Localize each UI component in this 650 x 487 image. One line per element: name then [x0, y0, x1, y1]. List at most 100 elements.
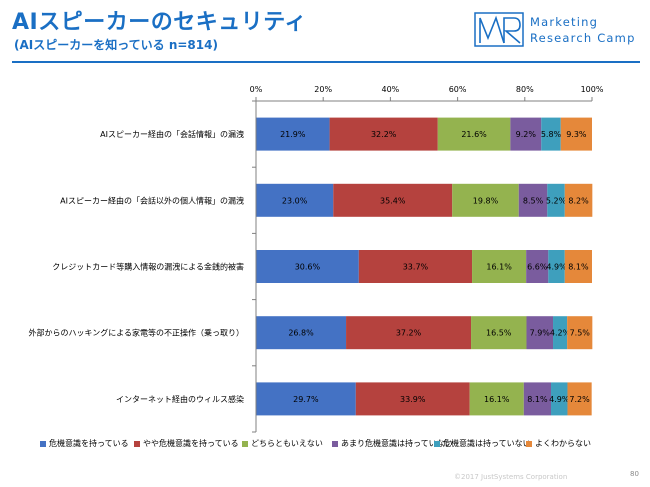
data-label: 8.2%: [568, 196, 589, 205]
legend-label: あまり危機意識は持っていない: [341, 439, 453, 448]
bar-segment: [548, 250, 565, 283]
bar-segment: [526, 316, 554, 350]
page-number: 80: [630, 470, 639, 478]
legend-swatch: [434, 440, 440, 447]
bar-segment: [510, 117, 542, 151]
x-tick-label: 0%: [250, 85, 263, 94]
data-label: 16.5%: [486, 329, 512, 338]
logo-line-2: Research Camp: [530, 31, 636, 45]
category-label: AIスピーカー経由の「会話以外の個人情報」の漏洩: [60, 195, 244, 205]
bar-segment: [547, 183, 565, 217]
legend-label: やや危機意識を持っている: [143, 439, 239, 448]
legend-item: どちらともいえない: [242, 438, 323, 449]
page-title: AIスピーカーのセキュリティ: [12, 10, 307, 35]
bar-segment: [567, 382, 592, 416]
data-label: 7.2%: [569, 395, 590, 404]
x-tick-label: 60%: [449, 85, 467, 94]
legend-swatch: [134, 440, 140, 447]
bar-segment: [472, 250, 527, 283]
data-label: 30.6%: [295, 263, 321, 272]
chart-legend: 危機意識を持っている やや危機意識を持っている どちらともいえない あまり危機意識は持…: [40, 436, 600, 452]
data-label: 4.9%: [549, 395, 570, 404]
legend-swatch: [242, 440, 248, 447]
data-label: 37.2%: [396, 329, 422, 338]
bar-segment: [256, 117, 330, 151]
data-label: 9.3%: [566, 130, 587, 139]
data-label: 35.4%: [380, 196, 406, 205]
data-label: 33.7%: [403, 263, 429, 272]
legend-item: 危機意識は持っていない: [434, 438, 531, 449]
data-label: 8.1%: [568, 263, 589, 272]
data-label: 19.8%: [473, 196, 499, 205]
data-label: 4.9%: [546, 263, 567, 272]
brand-logo: Marketing Research Camp: [474, 8, 640, 54]
legend-swatch: [332, 440, 338, 447]
data-label: 23.0%: [282, 196, 308, 205]
bar-segment: [553, 316, 568, 350]
legend-item: 危機意識を持っている: [40, 438, 129, 449]
data-label: 21.9%: [280, 130, 306, 139]
legend-item: よくわからない: [526, 438, 591, 449]
logo-line-1: Marketing: [530, 15, 599, 29]
x-tick-label: 20%: [314, 85, 332, 94]
bar-segment: [256, 183, 334, 217]
bar-segment: [452, 183, 519, 217]
x-tick-label: 100%: [581, 85, 604, 94]
bar-segment: [564, 183, 593, 217]
data-label: 4.2%: [550, 329, 571, 338]
bar-segment: [329, 117, 438, 151]
data-label: 26.8%: [288, 329, 314, 338]
data-label: 7.5%: [570, 329, 591, 338]
x-tick-label: 40%: [382, 85, 400, 94]
logo-text: Marketing Research Camp: [530, 14, 636, 46]
logo-mark-icon: [474, 12, 524, 47]
data-label: 33.9%: [400, 395, 426, 404]
data-label: 7.9%: [530, 329, 551, 338]
legend-label: どちらともいえない: [251, 439, 323, 448]
bar-segment: [256, 316, 347, 350]
data-label: 16.1%: [484, 395, 510, 404]
legend-item: やや危機意識を持っている: [134, 438, 239, 449]
x-tick-label: 80%: [516, 85, 534, 94]
bar-segment: [256, 250, 359, 283]
bar-segment: [518, 183, 548, 217]
data-label: 5.2%: [546, 196, 567, 205]
bar-segment: [567, 316, 593, 350]
data-label: 21.6%: [461, 130, 487, 139]
data-label: 9.2%: [516, 130, 537, 139]
legend-swatch: [526, 440, 532, 447]
bar-segment: [560, 117, 592, 151]
bar-segment: [346, 316, 472, 350]
category-label: AIスピーカー経由の「会話情報」の漏洩: [100, 129, 244, 139]
bar-segment: [355, 382, 470, 416]
bar-segment: [437, 117, 511, 151]
legend-swatch: [40, 440, 46, 447]
legend-label: 危機意識は持っていない: [443, 439, 531, 448]
bar-segment: [564, 250, 592, 283]
data-label: 6.6%: [527, 263, 548, 272]
data-label: 8.5%: [523, 196, 544, 205]
data-label: 29.7%: [293, 395, 319, 404]
page-subtitle: (AIスピーカーを知っている n=814): [14, 38, 218, 52]
legend-item: あまり危機意識は持っていない: [332, 438, 453, 449]
legend-label: 危機意識を持っている: [49, 439, 129, 448]
legend-label: よくわからない: [535, 439, 591, 448]
bar-segment: [333, 183, 453, 217]
bar-segment: [256, 382, 356, 416]
category-label: 外部からのハッキングによる家電等の不正操作（乗っ取り）: [28, 328, 244, 338]
bar-segment: [471, 316, 527, 350]
bar-segment: [358, 250, 473, 283]
bar-segment: [523, 382, 552, 416]
data-label: 5.8%: [541, 130, 562, 139]
bar-segment: [541, 117, 561, 151]
bar-segment: [526, 250, 549, 283]
data-label: 32.2%: [371, 130, 397, 139]
bar-segment: [551, 382, 568, 416]
copyright: ©2017 JustSystems Corporation: [454, 473, 568, 481]
data-label: 16.1%: [486, 263, 512, 272]
bar-segment: [469, 382, 524, 416]
category-label: インターネット経由のウィルス感染: [116, 394, 244, 404]
category-label: クレジットカード等購入情報の漏洩による金銭的被害: [52, 262, 244, 272]
header-rule: [12, 61, 640, 63]
